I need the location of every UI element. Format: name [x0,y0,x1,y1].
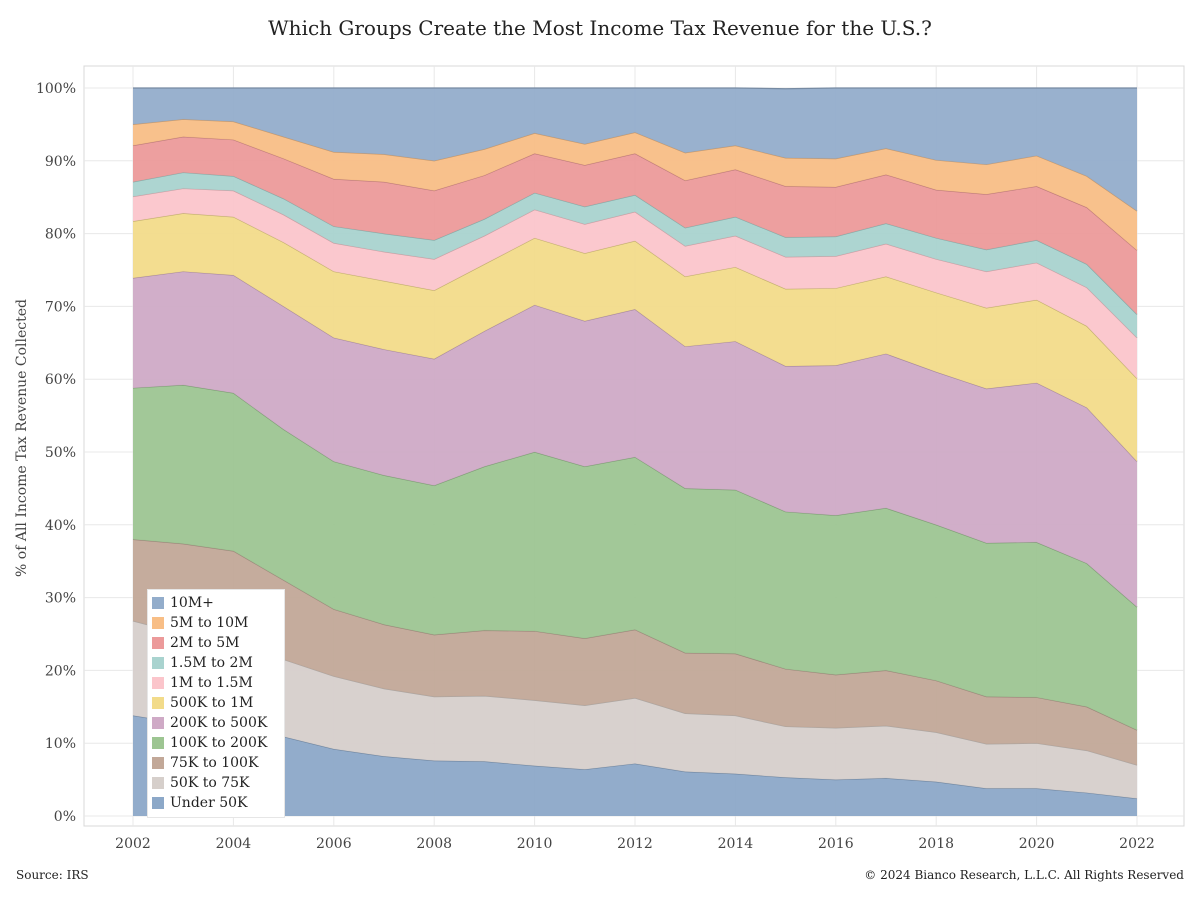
source-note: Source: IRS [16,868,89,882]
legend-label: 100K to 200K [170,735,268,751]
area-50k-to-75k [133,620,1137,799]
area-500k-to-1m [133,213,1137,462]
x-tick-label: 2002 [115,836,151,852]
chart-title: Which Groups Create the Most Income Tax … [268,16,932,40]
y-tick-label: 10% [45,736,76,752]
x-axis-ticks: 2002 2004 2006 2008 2010 2012 2014 2016 2018 2020… [115,836,1155,852]
y-tick-label: 60% [45,372,76,388]
legend-item: 200K to 500K [152,713,280,733]
x-tick-label: 2006 [316,836,352,852]
legend-swatch [152,777,164,789]
legend-item: 75K to 100K [152,753,280,773]
legend-label: 10M+ [170,595,214,611]
legend-swatch [152,677,164,689]
y-tick-label: 90% [45,154,76,170]
y-tick-label: 40% [45,518,76,534]
legend-item: 50K to 75K [152,773,280,793]
area-under-50k [133,715,1137,816]
legend-swatch [152,657,164,669]
area-5m-to-10m [133,119,1137,251]
legend-label: 5M to 10M [170,615,249,631]
legend: 10M+ 5M to 10M 2M to 5M 1.5M to 2M 1M to 1.5… [148,590,284,817]
x-tick-label: 2020 [1019,836,1055,852]
area-10m [133,88,1137,212]
y-tick-label: 30% [45,591,76,607]
area-edge-10m [133,87,1137,90]
legend-label: 50K to 75K [170,775,250,791]
x-tick-label: 2018 [918,836,954,852]
area-1-5m-to-2m [133,172,1137,338]
x-tick-label: 2014 [718,836,754,852]
y-tick-label: 50% [45,445,76,461]
y-tick-label: 100% [36,81,76,97]
legend-label: 1.5M to 2M [170,655,253,671]
y-tick-label: 80% [45,227,76,243]
x-tick-label: 2012 [617,836,653,852]
y-axis-label: % of All Income Tax Revenue Collected [14,299,30,577]
legend-label: Under 50K [170,795,248,811]
legend-swatch [152,617,164,629]
legend-label: 200K to 500K [170,715,268,731]
legend-item: Under 50K [152,793,280,813]
legend-swatch [152,717,164,729]
legend-item: 1.5M to 2M [152,653,280,673]
area-100k-to-200k [133,385,1137,731]
legend-item: 5M to 10M [152,613,280,633]
area-1m-to-1-5m [133,188,1137,379]
x-tick-label: 2010 [517,836,553,852]
legend-label: 2M to 5M [170,635,240,651]
legend-swatch [152,637,164,649]
y-axis-ticks: 0% 10% 20% 30% 40% 50% 60% 70% 80% 90% 100% [36,81,76,825]
area-series-group [132,87,1138,816]
legend-label: 75K to 100K [170,755,259,771]
legend-swatch [152,597,164,609]
y-tick-label: 70% [45,299,76,315]
x-tick-label: 2016 [818,836,854,852]
legend-label: 500K to 1M [170,695,254,711]
area-2m-to-5m [133,136,1137,315]
y-tick-label: 20% [45,663,76,679]
legend-item: 100K to 200K [152,733,280,753]
legend-swatch [152,757,164,769]
area-200k-to-500k [133,271,1137,608]
y-tick-label: 0% [54,809,76,825]
legend-item: 500K to 1M [152,693,280,713]
legend-swatch [152,797,164,809]
x-tick-label: 2008 [416,836,452,852]
legend-swatch [152,697,164,709]
area-75k-to-100k [133,539,1137,766]
x-tick-label: 2004 [216,836,252,852]
legend-swatch [152,737,164,749]
legend-item: 10M+ [152,593,280,613]
x-tick-label: 2022 [1119,836,1155,852]
copyright-note: © 2024 Bianco Research, L.L.C. All Right… [864,868,1184,882]
legend-label: 1M to 1.5M [170,675,253,691]
legend-item: 2M to 5M [152,633,280,653]
legend-item: 1M to 1.5M [152,673,280,693]
